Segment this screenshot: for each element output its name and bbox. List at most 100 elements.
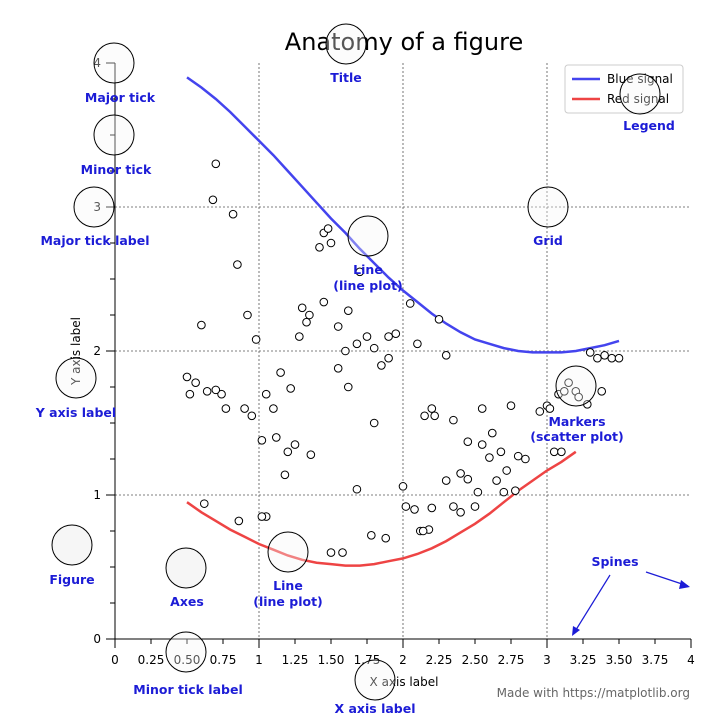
scatter-marker-41 — [434, 315, 444, 324]
scatter-marker-0 — [211, 159, 221, 169]
scatter-marker-72 — [369, 343, 379, 353]
scatter-marker-31 — [352, 339, 362, 349]
scatter-marker-39 — [420, 411, 429, 421]
scatter-marker-19 — [283, 447, 293, 457]
x-minor-tick-label-2: 0.75 — [210, 653, 237, 667]
scatter-marker-5 — [243, 310, 252, 320]
scatter-marker-67 — [290, 440, 300, 449]
scatter-marker-93 — [574, 392, 583, 402]
x-minor-tick-label-3: 1.25 — [282, 653, 309, 667]
scatter-marker-89 — [535, 407, 545, 416]
scatter-marker-52 — [513, 451, 523, 461]
scatter-marker-14 — [247, 411, 257, 421]
scatter-marker-4 — [197, 320, 206, 330]
scatter-marker-21 — [297, 303, 307, 313]
credit-text: Made with https://matplotlib.org — [497, 686, 690, 700]
scatter-marker-66 — [280, 470, 290, 480]
callout-minor-tick — [93, 114, 135, 156]
scatter-marker-63 — [614, 353, 624, 363]
scatter-marker-44 — [456, 469, 465, 478]
callout-figure — [51, 524, 93, 566]
scatter-marker-18 — [276, 368, 285, 377]
scatter-marker-64 — [257, 435, 267, 445]
scatter-marker-56 — [557, 447, 566, 457]
scatter-marker-11 — [217, 389, 226, 399]
callout-title — [325, 23, 367, 65]
y-major-tick-label-4: 4 — [93, 56, 101, 70]
annotation-line-blue-sub: (line plot) — [333, 278, 403, 293]
annotation-title: Title — [330, 70, 362, 85]
scatter-marker-16 — [269, 404, 278, 413]
scatter-marker-48 — [485, 453, 494, 462]
scatter-marker-28 — [333, 363, 343, 373]
scatter-marker-104 — [418, 526, 428, 536]
callout-major-tick-label — [73, 186, 115, 228]
x-major-tick-label-2: 2 — [399, 653, 407, 667]
callout-grid — [527, 186, 569, 228]
x-minor-tick-label-1: 0.50 — [174, 653, 201, 667]
x-major-tick-label-0: 0 — [111, 653, 119, 667]
y-major-tick-label-0: 0 — [93, 632, 101, 646]
scatter-marker-10 — [202, 387, 212, 396]
scatter-marker-26 — [323, 224, 333, 233]
scatter-marker-27 — [326, 238, 336, 248]
annotation-x-axis-label: X axis label — [335, 701, 416, 716]
scatter-marker-92 — [559, 387, 569, 396]
x-minor-tick-label-11: 3.75 — [642, 653, 669, 667]
scatter-marker-59 — [585, 348, 595, 357]
annotation-line-red-sub: (line plot) — [253, 594, 323, 609]
scatter-marker-105 — [427, 503, 437, 513]
scatter-marker-49 — [492, 476, 501, 485]
legend-frame — [564, 64, 684, 114]
scatter-marker-84 — [477, 404, 487, 413]
annotation-line-blue: Line — [353, 262, 383, 277]
scatter-marker-8 — [185, 389, 195, 399]
x-minor-tick-label-7: 2.50 — [462, 653, 489, 667]
callout-line-blue — [347, 215, 389, 257]
callout-major-tick — [93, 42, 135, 84]
x-major-tick-label-3: 3 — [543, 653, 551, 667]
x-major-tick-label-1: 1 — [255, 653, 263, 667]
scatter-marker-43 — [449, 415, 458, 425]
scatter-marker-107 — [286, 384, 295, 393]
x-axis-label: X axis label — [370, 675, 439, 689]
x-minor-tick-label-0: 0.25 — [138, 653, 165, 667]
scatter-marker-17 — [271, 433, 281, 442]
scatter-marker-36 — [391, 329, 401, 339]
scatter-marker-2 — [228, 209, 238, 219]
annotation-y-axis-label: Y axis label — [35, 405, 116, 420]
callout-minor-tick-label — [165, 631, 207, 673]
spines-arrowhead-right — [679, 580, 690, 589]
scatter-marker-88 — [511, 486, 520, 495]
scatter-marker-32 — [362, 332, 372, 341]
scatter-marker-57 — [564, 378, 573, 387]
spines-arrowhead-bottom — [572, 626, 580, 636]
x-minor-tick-label-4: 1.50 — [318, 653, 345, 667]
annotation-spines: Spines — [591, 554, 638, 569]
scatter-marker-22 — [302, 317, 311, 327]
scatter-marker-109 — [352, 484, 362, 494]
scatter-marker-13 — [240, 404, 249, 413]
annotation-figure: Figure — [49, 572, 94, 587]
scatter-marker-53 — [521, 454, 530, 464]
annotation-markers-sub: (scatter plot) — [530, 429, 623, 444]
scatter-marker-42 — [441, 351, 451, 360]
x-minor-tick-label-6: 2.25 — [426, 653, 453, 667]
scatter-marker-96 — [199, 499, 209, 508]
x-minor-tick-label-5: 1.75 — [354, 653, 381, 667]
callout-markers — [555, 365, 597, 407]
scatter-marker-51 — [506, 401, 516, 411]
scatter-marker-30 — [343, 382, 353, 392]
scatter-marker-85 — [487, 428, 497, 438]
x-minor-tick-label-8: 2.75 — [498, 653, 525, 667]
scatter-marker-62 — [607, 353, 617, 363]
plot-area: 0 1 2 3 4 0.25 0.50 0.75 1.25 1.50 1.75 2.25 2.50 2.7… — [93, 56, 694, 667]
callout-axes — [165, 547, 207, 589]
scatter-marker-29 — [341, 346, 350, 356]
scatter-marker-70 — [343, 306, 353, 315]
scatter-marker-68 — [319, 297, 329, 307]
legend-label-red: Red signal — [607, 92, 669, 106]
callout-line-red — [267, 531, 309, 573]
annotation-legend: Legend — [623, 118, 675, 133]
callout-legend — [619, 73, 661, 115]
